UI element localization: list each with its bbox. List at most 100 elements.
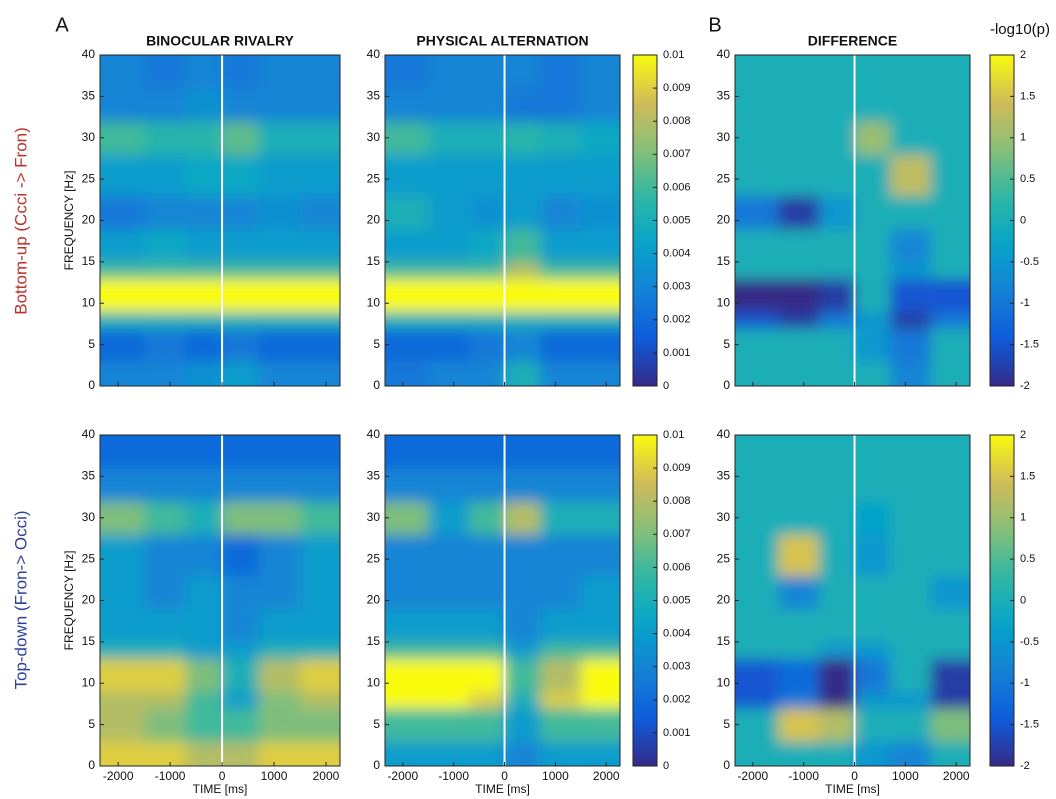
heat-cell: [735, 154, 779, 197]
heat-cell: [385, 468, 429, 502]
colorbar-tick-label: 0.006: [663, 561, 691, 573]
heat-cell: [222, 501, 259, 535]
heat-cell: [504, 468, 541, 502]
heat-cell: [144, 88, 187, 122]
heat-cell: [735, 361, 779, 386]
heat-cell: [735, 278, 779, 313]
heat-cell: [144, 691, 187, 709]
heat-cell: [540, 278, 582, 313]
heat-cell: [854, 278, 891, 313]
heat-cell: [258, 88, 301, 122]
heat-cell: [222, 534, 259, 577]
colorbar-tick-label: -2: [1020, 380, 1030, 392]
y-tick-label: 20: [367, 213, 381, 227]
heat-cell: [540, 575, 582, 610]
heat-cell: [428, 328, 470, 362]
heat-cell: [818, 575, 856, 610]
y-tick-label: 20: [717, 593, 731, 607]
heat-cell: [854, 361, 891, 386]
heat-cell: [100, 534, 145, 577]
heat-cell: [385, 328, 429, 362]
heat-cell: [778, 575, 820, 610]
heat-cell: [185, 608, 223, 643]
heat-cell: [100, 195, 145, 230]
heat-cell: [854, 55, 891, 89]
x-tick-label: 0: [219, 769, 226, 783]
heat-cell: [735, 121, 779, 155]
heat-cell: [580, 534, 620, 577]
heat-cell: [540, 741, 582, 766]
heat-cell: [222, 228, 259, 263]
heat-cell: [100, 501, 145, 535]
heat-cell: [930, 741, 970, 766]
heat-cell: [100, 641, 145, 659]
y-tick-label: 10: [367, 295, 381, 309]
heat-cell: [300, 195, 340, 230]
heat-cell: [504, 121, 541, 155]
heat-cell: [100, 435, 145, 469]
heat-cell: [580, 195, 620, 230]
heat-cell: [580, 55, 620, 89]
heat-cell: [428, 608, 470, 643]
heat-cell: [300, 328, 340, 362]
x-tick-label: -2000: [737, 769, 768, 783]
heat-cell: [735, 658, 779, 693]
heat-cell: [930, 708, 970, 742]
heat-cell: [258, 608, 301, 643]
heat-cell: [468, 361, 506, 386]
colorbar-tick-label: 0.001: [663, 347, 691, 359]
y-tick-label: 25: [367, 551, 381, 565]
heat-cell: [735, 534, 779, 577]
heat-cell: [930, 501, 970, 535]
heat-cell: [385, 741, 429, 766]
heat-cell: [258, 501, 301, 535]
heat-cell: [185, 501, 223, 535]
heat-cell: [580, 691, 620, 709]
heat-cell: [778, 328, 820, 362]
y-tick-label: 15: [717, 254, 731, 268]
heat-cell: [300, 278, 340, 313]
heat-cell: [818, 278, 856, 313]
x-tick-label: 2000: [593, 769, 620, 783]
heat-cell: [540, 88, 582, 122]
heat-cell: [100, 691, 145, 709]
heat-cell: [890, 658, 932, 693]
heat-cell: [468, 55, 506, 89]
heat-cell: [300, 658, 340, 693]
heat-cell: [778, 121, 820, 155]
panel-title: BINOCULAR RIVALRY: [146, 33, 294, 49]
heat-cell: [258, 435, 301, 469]
heat-cell: [504, 575, 541, 610]
heat-cell: [222, 608, 259, 643]
heat-cell: [100, 55, 145, 89]
heat-cell: [300, 261, 340, 279]
heat-cell: [890, 361, 932, 386]
y-tick-label: 40: [82, 427, 96, 441]
heat-cell: [890, 435, 932, 469]
y-tick-label: 15: [367, 254, 381, 268]
heat-cell: [818, 311, 856, 329]
y-tick-label: 35: [82, 469, 96, 483]
heat-cell: [144, 311, 187, 329]
heatmap-cells: [735, 55, 970, 386]
heat-cell: [854, 154, 891, 197]
heat-cell: [185, 468, 223, 502]
heat-cell: [735, 88, 779, 122]
heat-cell: [854, 121, 891, 155]
heat-cell: [818, 741, 856, 766]
heat-cell: [222, 311, 259, 329]
heat-cell: [540, 641, 582, 659]
heat-cell: [222, 468, 259, 502]
y-tick-label: 10: [717, 295, 731, 309]
heat-cell: [428, 88, 470, 122]
heat-cell: [930, 121, 970, 155]
heat-cell: [890, 228, 932, 263]
heat-cell: [504, 228, 541, 263]
heat-cell: [258, 311, 301, 329]
heat-cell: [258, 328, 301, 362]
heat-cell: [468, 534, 506, 577]
heat-cell: [428, 575, 470, 610]
heat-cell: [818, 534, 856, 577]
heat-cell: [818, 361, 856, 386]
